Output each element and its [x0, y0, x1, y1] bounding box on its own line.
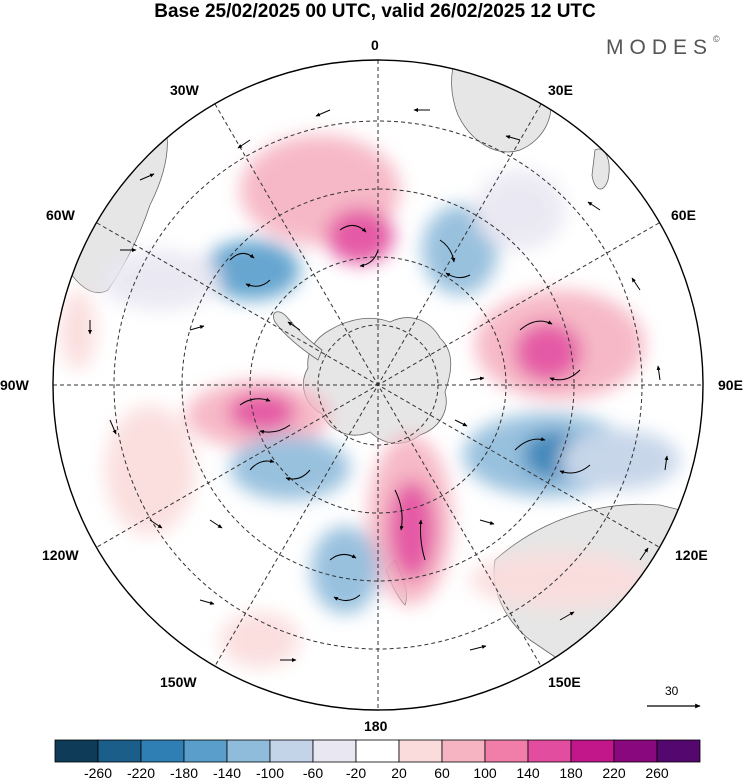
colorbar-swatch: [183, 739, 228, 763]
lon-label-180: 180: [364, 718, 388, 734]
colorbar-swatch: [613, 739, 658, 763]
colorbar-tick-label: 20: [391, 765, 407, 781]
map-disc: [53, 60, 703, 710]
brand-logo: MODES©: [606, 34, 720, 60]
colorbar: [54, 739, 701, 763]
colorbar-swatch: [355, 739, 400, 763]
colorbar-swatch: [570, 739, 615, 763]
brand-mark: ©: [713, 34, 720, 44]
colorbar-tick-label: -220: [126, 765, 156, 781]
lon-label-60e: 60E: [671, 207, 696, 223]
colorbar-tick-label: -100: [255, 765, 285, 781]
colorbar-tick-label: -140: [212, 765, 242, 781]
colorbar-swatch: [441, 739, 486, 763]
colorbar-tick-label: 60: [434, 765, 450, 781]
colorbar-tick-label: -20: [345, 765, 367, 781]
colorbar-tick-label: -60: [302, 765, 324, 781]
colorbar-swatch: [398, 739, 443, 763]
lon-label-150w: 150W: [160, 674, 197, 690]
colorbar-swatch: [97, 739, 142, 763]
graticule: [53, 60, 703, 710]
colorbar-tick-label: 220: [602, 765, 626, 781]
lon-label-90w: 90W: [0, 377, 29, 393]
lon-label-60w: 60W: [46, 207, 75, 223]
colorbar-swatch: [527, 739, 572, 763]
colorbar-swatch: [140, 739, 185, 763]
antarctic-peninsula: [273, 311, 323, 361]
lon-label-30e: 30E: [548, 82, 573, 98]
colorbar-swatch: [54, 739, 99, 763]
colorbar-tick-label: -180: [169, 765, 199, 781]
lon-label-0: 0: [371, 37, 379, 53]
lon-label-120e: 120E: [675, 547, 708, 563]
lon-label-30w: 30W: [170, 82, 199, 98]
colorbar-swatch: [656, 739, 701, 763]
map-title: Base 25/02/2025 00 UTC, valid 26/02/2025…: [154, 1, 596, 22]
colorbar-swatch: [269, 739, 314, 763]
map-border: [52, 59, 704, 711]
antarctica: [303, 317, 452, 444]
lon-label-150e: 150E: [548, 674, 581, 690]
wind-vectors: [88, 108, 669, 662]
colorbar-tick-label: 180: [559, 765, 583, 781]
colorbar-tick-label: 100: [473, 765, 497, 781]
reference-vector-label: 30: [665, 684, 679, 698]
colorbar-tick-label: -260: [83, 765, 113, 781]
colorbar-tick-label: 140: [516, 765, 540, 781]
colorbar-swatch: [226, 739, 271, 763]
colorbar-swatch: [484, 739, 529, 763]
anomaly-field: [60, 135, 680, 668]
colorbar-tick-label: 260: [645, 765, 669, 781]
lon-label-120w: 120W: [42, 547, 79, 563]
madagascar: [591, 148, 610, 190]
lon-label-90e: 90E: [718, 377, 743, 393]
colorbar-swatch: [312, 739, 357, 763]
brand-text: MODES: [606, 36, 714, 59]
